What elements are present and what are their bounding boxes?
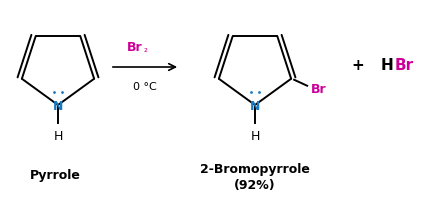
Text: Br: Br (395, 57, 414, 72)
Text: ₂: ₂ (144, 44, 148, 54)
Text: Pyrrole: Pyrrole (30, 168, 80, 181)
Text: Br: Br (311, 83, 327, 96)
Text: N: N (250, 99, 260, 112)
Text: N: N (53, 99, 63, 112)
Text: H: H (250, 129, 260, 142)
Text: H: H (380, 57, 393, 72)
Text: 2-Bromopyrrole: 2-Bromopyrrole (200, 163, 310, 176)
Text: H: H (53, 129, 63, 142)
Text: 0 °C: 0 °C (133, 82, 157, 92)
Text: Br: Br (127, 41, 143, 54)
Text: (92%): (92%) (234, 178, 276, 190)
Text: +: + (352, 57, 364, 72)
